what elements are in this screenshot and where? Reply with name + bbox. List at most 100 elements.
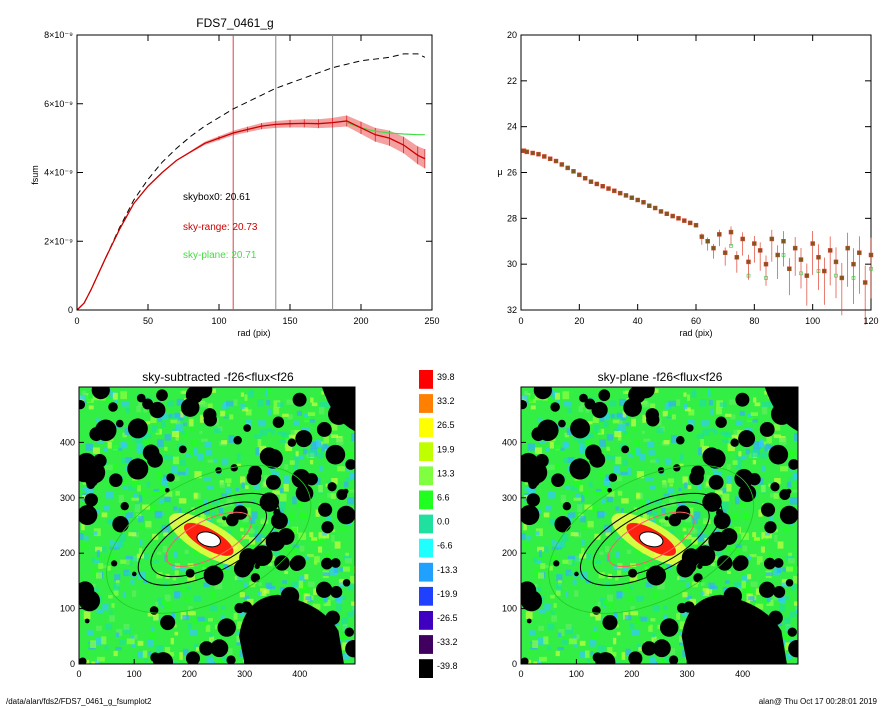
noise-pixel <box>736 455 743 463</box>
noise-pixel <box>629 574 638 581</box>
noise-pixel <box>269 467 275 471</box>
y-tick-label: 300 <box>502 493 517 503</box>
mask-circle <box>250 573 261 583</box>
noise-pixel <box>555 589 561 596</box>
aperture-ellipse <box>579 492 723 586</box>
noise-pixel <box>536 560 542 564</box>
noise-pixel <box>635 448 641 456</box>
colorbar-label: 6.6 <box>437 493 450 503</box>
mu-point <box>763 261 769 267</box>
noise-pixel <box>679 574 686 583</box>
noise-pixel <box>558 632 562 637</box>
noise-pixel <box>603 477 611 486</box>
noise-pixel <box>702 534 710 539</box>
noise-pixel <box>662 410 668 417</box>
noise-pixel <box>606 490 615 498</box>
noise-pixel <box>228 434 235 443</box>
noise-pixel <box>667 488 675 494</box>
noise-pixel <box>195 647 202 651</box>
noise-pixel <box>554 463 560 470</box>
noise-pixel <box>222 520 229 527</box>
noise-pixel <box>126 638 135 645</box>
mask-circle <box>259 492 280 512</box>
noise-pixel <box>331 623 340 627</box>
noise-pixel <box>622 459 628 466</box>
noise-pixel <box>619 398 627 406</box>
noise-pixel <box>338 578 345 586</box>
noise-pixel <box>536 554 544 560</box>
noise-pixel <box>779 604 785 612</box>
x-tick-label: 0 <box>518 316 523 326</box>
noise-pixel <box>249 518 256 524</box>
noise-pixel <box>732 460 738 465</box>
noise-pixel <box>618 423 626 432</box>
colorbar-label: -26.5 <box>437 613 458 623</box>
noise-pixel <box>106 491 114 499</box>
mask-circle <box>690 465 705 479</box>
noise-pixel <box>216 472 222 476</box>
noise-pixel <box>730 414 736 420</box>
noise-pixel <box>209 633 213 638</box>
mask-circle <box>127 418 148 439</box>
noise-pixel <box>781 582 790 587</box>
noise-pixel <box>131 556 137 562</box>
noise-pixel <box>134 634 138 640</box>
noise-pixel <box>257 399 264 407</box>
mask-circle <box>185 651 200 664</box>
noise-pixel <box>84 535 89 541</box>
noise-pixel <box>147 612 155 617</box>
noise-pixel <box>741 512 749 518</box>
noise-pixel <box>299 512 306 518</box>
noise-pixel <box>727 443 735 452</box>
x-tick-label: 20 <box>574 316 584 326</box>
mask-circle <box>734 469 754 489</box>
noise-pixel <box>258 420 267 427</box>
noise-pixel <box>181 588 189 592</box>
mask-circle <box>91 387 110 400</box>
noise-pixel <box>783 635 791 639</box>
error-band <box>77 115 425 310</box>
mu-point <box>722 250 728 255</box>
noise-pixel <box>525 399 529 404</box>
noise-pixel <box>574 480 583 489</box>
noise-pixel <box>165 455 174 461</box>
mask-circle <box>327 482 337 492</box>
noise-pixel <box>284 443 293 452</box>
noise-pixel <box>585 408 590 413</box>
noise-pixel <box>564 486 569 490</box>
noise-pixel <box>636 492 641 499</box>
mu-point-plane <box>816 269 821 273</box>
noise-pixel <box>558 580 562 587</box>
noise-pixel <box>298 532 307 540</box>
noise-pixel <box>156 616 163 622</box>
noise-pixel <box>740 500 746 508</box>
noise-pixel <box>735 420 743 426</box>
noise-pixel <box>292 435 298 441</box>
noise-pixel <box>614 430 622 438</box>
noise-pixel <box>758 509 763 517</box>
noise-pixel <box>127 562 133 566</box>
noise-pixel <box>632 427 637 431</box>
corner-mask <box>764 387 798 432</box>
noise-pixel <box>720 431 729 435</box>
noise-pixel <box>186 586 192 590</box>
colorbar-label: -19.9 <box>437 589 458 599</box>
noise-pixel <box>741 455 747 460</box>
noise-pixel <box>687 485 692 490</box>
noise-pixel <box>781 578 788 586</box>
noise-pixel <box>317 452 325 459</box>
mask-circle <box>243 424 251 432</box>
noise-pixel <box>779 437 787 445</box>
mask-circle <box>627 406 633 412</box>
noise-pixel <box>162 545 168 553</box>
noise-pixel <box>528 630 536 636</box>
noise-pixel <box>304 574 309 580</box>
noise-pixel <box>255 447 260 456</box>
noise-pixel <box>581 538 585 545</box>
noise-pixel <box>242 407 249 412</box>
noise-pixel <box>350 601 355 606</box>
mu-point <box>816 255 821 260</box>
x-tick-label: 400 <box>292 669 307 679</box>
noise-pixel <box>233 613 238 620</box>
noise-pixel <box>683 392 687 397</box>
